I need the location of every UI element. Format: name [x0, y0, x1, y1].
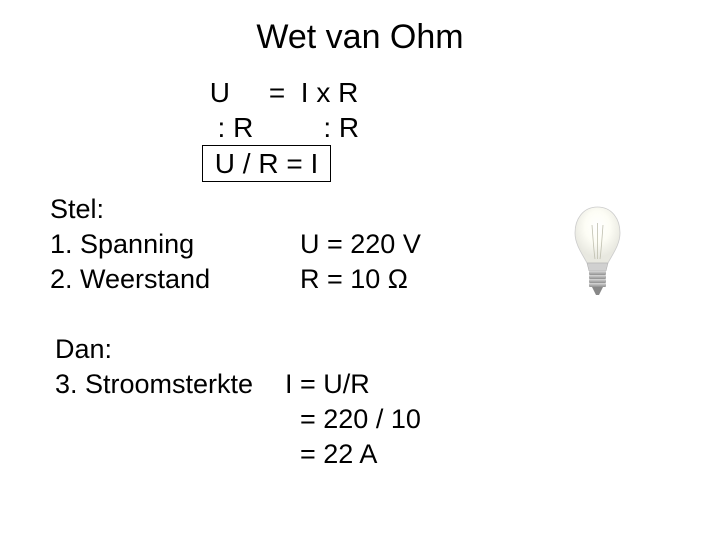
given-heading: Stel: [50, 192, 421, 227]
solution-calc: I = U/R = 220 / 10 = 22 A [285, 367, 421, 472]
solution-calc-3: = 22 A [285, 437, 421, 472]
formula-block: U = I x R : R : R U / R = I [202, 75, 359, 182]
solution-calc-2: = 220 / 10 [285, 402, 421, 437]
given-label-1: 1. Spanning [50, 227, 300, 262]
given-row-1: 1. Spanning U = 220 V [50, 227, 421, 262]
formula-line-3-boxed: U / R = I [202, 145, 331, 182]
solution-row: 3. Stroomsterkte I = U/R = 220 / 10 = 22… [55, 367, 421, 472]
formula-line-1: U = I x R [202, 75, 359, 110]
solution-block: Dan: 3. Stroomsterkte I = U/R = 220 / 10… [55, 332, 421, 472]
solution-heading: Dan: [55, 332, 421, 367]
given-value-2: R = 10 Ω [300, 262, 408, 297]
given-value-1: U = 220 V [300, 227, 421, 262]
given-block: Stel: 1. Spanning U = 220 V 2. Weerstand… [50, 192, 421, 297]
lightbulb-icon [570, 205, 625, 300]
given-row-2: 2. Weerstand R = 10 Ω [50, 262, 421, 297]
given-label-2: 2. Weerstand [50, 262, 300, 297]
formula-line-2: : R : R [202, 110, 359, 145]
solution-calc-1: I = U/R [285, 367, 421, 402]
page-title: Wet van Ohm [256, 18, 463, 57]
solution-label: 3. Stroomsterkte [55, 367, 285, 472]
